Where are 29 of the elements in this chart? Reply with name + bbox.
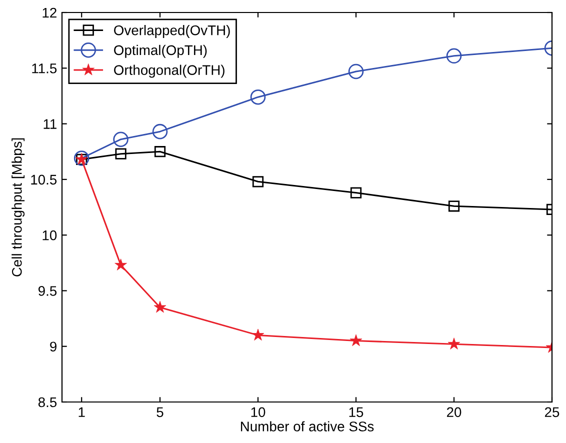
legend-label: Optimal(OpTH) (114, 44, 207, 58)
x-tick-label: 25 (544, 407, 560, 418)
point (113, 132, 128, 148)
legend-label: Orthogonal(OrTH) (114, 64, 224, 78)
x-axis-title: Number of active SSs (240, 421, 374, 432)
x-tick-label: 15 (349, 407, 364, 418)
y-tick-label: 11 (44, 119, 56, 129)
point (446, 48, 462, 64)
y-tick-label: 12 (42, 8, 56, 18)
x-tick-label: 10 (251, 407, 266, 418)
point (252, 176, 264, 188)
point (448, 200, 460, 212)
point (250, 89, 266, 105)
point (115, 148, 126, 160)
y-tick-label: 10.5 (31, 174, 57, 185)
y-tick-label: 10 (42, 230, 57, 240)
y-tick-label: 8.5 (38, 397, 57, 408)
point (152, 124, 168, 140)
x-tick-label: 20 (446, 407, 462, 418)
y-tick-label: 11.5 (32, 64, 57, 74)
legend-label: Overlapped(OvTH) (114, 25, 230, 38)
y-axis-title: Cell throughput [Mbps] (12, 138, 25, 276)
y-tick-label: 9 (50, 342, 56, 352)
y-tick-label: 9.5 (38, 286, 57, 296)
point (348, 64, 364, 80)
x-tick-label: 1 (78, 407, 85, 417)
point (154, 146, 166, 158)
point (350, 187, 362, 198)
x-tick-label: 5 (156, 407, 164, 418)
